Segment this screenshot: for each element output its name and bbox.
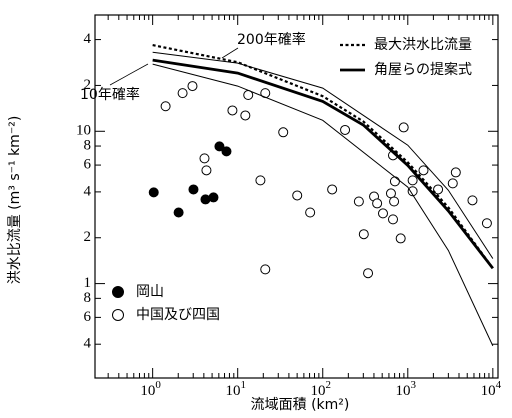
point <box>187 81 198 92</box>
legend-marker <box>112 309 124 321</box>
legend-label: 角屋らの提案式 <box>374 61 472 78</box>
y-tick-label: 6 <box>84 309 92 325</box>
annotation-leader <box>221 47 239 59</box>
point <box>481 218 492 229</box>
point <box>278 127 289 138</box>
x-tick-label: 102 <box>310 379 331 400</box>
y-tick-label: 1 <box>84 275 92 291</box>
x-tick-base: 10 <box>225 383 240 399</box>
point <box>433 184 444 195</box>
y-tick-label: 4 <box>84 31 92 47</box>
point <box>447 178 458 189</box>
annotation: 10年確率 <box>80 86 140 103</box>
point <box>208 192 219 203</box>
point <box>188 184 199 195</box>
plot-frame <box>94 14 499 379</box>
legend-marker <box>112 286 124 298</box>
point <box>450 167 461 178</box>
point <box>358 229 369 240</box>
x-axis-label: 流域面積 (km²) <box>251 397 350 413</box>
point <box>398 122 409 133</box>
curve <box>152 51 494 259</box>
point <box>387 214 398 225</box>
y-tick-label: 2 <box>84 77 92 93</box>
point <box>407 175 418 186</box>
point <box>305 207 316 218</box>
point <box>327 184 338 195</box>
y-tick-label: 4 <box>84 336 92 352</box>
point <box>340 124 351 135</box>
point <box>395 233 406 244</box>
x-tick-base: 10 <box>310 383 325 399</box>
point <box>377 208 388 219</box>
point <box>240 110 251 121</box>
x-tick-base: 10 <box>396 383 411 399</box>
x-tick-exponent: 1 <box>240 379 246 391</box>
annotation: 200年確率 <box>237 31 306 48</box>
point <box>372 198 383 209</box>
x-tick-exponent: 2 <box>325 379 331 391</box>
point <box>255 175 266 186</box>
y-tick-label: 2 <box>84 229 92 245</box>
y-axis-label: 洪水比流量 (m³ s⁻¹ km⁻²) <box>7 116 23 285</box>
point <box>148 187 159 198</box>
x-tick-exponent: 3 <box>411 379 417 391</box>
curve <box>152 58 494 270</box>
point <box>173 207 184 218</box>
y-tick-label: 8 <box>84 137 92 153</box>
point <box>177 88 188 99</box>
x-tick-base: 10 <box>481 383 496 399</box>
curve <box>152 44 494 269</box>
y-tick-label: 8 <box>84 290 92 306</box>
point <box>160 101 171 112</box>
x-tick-label: 103 <box>396 379 417 400</box>
point <box>221 146 232 157</box>
point <box>227 105 238 116</box>
point <box>389 196 400 207</box>
x-tick-label: 100 <box>140 379 161 400</box>
legend-label: 中国及び四国 <box>136 307 220 323</box>
point <box>353 196 364 207</box>
legend-label: 最大洪水比流量 <box>374 37 472 53</box>
point <box>363 268 374 279</box>
y-tick-label: 10 <box>76 123 91 139</box>
legend-label: 岡山 <box>136 284 164 300</box>
point <box>418 165 429 176</box>
point <box>260 264 271 275</box>
point <box>214 141 225 152</box>
point <box>407 186 418 197</box>
point <box>467 195 478 206</box>
point <box>201 165 212 176</box>
point <box>389 176 400 187</box>
x-tick-base: 10 <box>140 383 155 399</box>
point <box>199 153 210 164</box>
point <box>292 190 303 201</box>
y-tick-label: 6 <box>84 157 92 173</box>
x-tick-label: 101 <box>225 379 246 400</box>
annotation-leader <box>109 63 149 86</box>
curve <box>152 63 494 347</box>
y-tick-label: 4 <box>84 183 92 199</box>
x-tick-exponent: 0 <box>155 379 161 391</box>
x-tick-label: 104 <box>481 379 502 400</box>
x-tick-exponent: 4 <box>496 379 502 391</box>
